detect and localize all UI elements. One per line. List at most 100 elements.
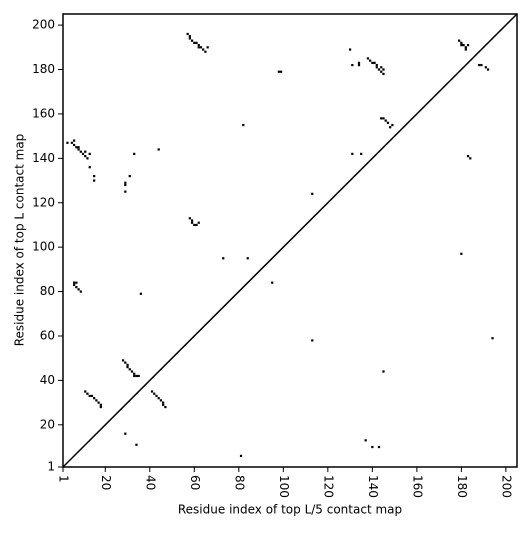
contact — [478, 63, 481, 67]
x-tick-label: 80 — [232, 475, 246, 490]
contact — [126, 363, 129, 366]
contact — [75, 146, 78, 149]
contact — [389, 126, 392, 129]
contact — [377, 445, 381, 449]
contact — [366, 57, 370, 60]
contact — [386, 121, 390, 124]
contact — [239, 454, 243, 458]
contact — [93, 397, 96, 400]
contact — [162, 401, 165, 404]
contact — [197, 46, 200, 49]
contact — [375, 66, 378, 69]
contact — [391, 123, 394, 127]
contact — [364, 439, 367, 442]
contact — [197, 43, 200, 47]
y-tick-label: 100 — [32, 240, 55, 254]
contact — [190, 221, 194, 224]
y-tick-label: 60 — [40, 328, 55, 342]
contact — [377, 68, 381, 71]
contact — [137, 374, 140, 378]
y-axis-label: Residue index of top L contact map — [13, 134, 27, 347]
contact — [97, 401, 100, 404]
contact — [73, 139, 76, 142]
contact — [469, 157, 472, 160]
contact — [357, 63, 361, 67]
x-tick-label: 120 — [321, 475, 335, 498]
x-tick-label: 60 — [188, 475, 202, 490]
contact — [369, 59, 372, 62]
contact — [88, 166, 91, 169]
contact — [66, 141, 69, 144]
contact — [130, 370, 134, 373]
contact — [462, 43, 465, 47]
diagonal — [62, 13, 518, 468]
contact — [93, 179, 96, 182]
contact — [484, 66, 487, 69]
y-tick-label: 180 — [32, 62, 55, 76]
contact — [375, 63, 378, 67]
y-tick-label: 140 — [32, 151, 55, 165]
contact — [90, 394, 94, 398]
contact — [199, 46, 203, 49]
y-tick-label: 200 — [32, 18, 55, 32]
contact — [195, 41, 198, 44]
contact — [371, 445, 374, 449]
x-tick-label: 1 — [57, 475, 71, 483]
contact — [86, 157, 89, 160]
y-tick-label: 120 — [32, 195, 55, 209]
contact — [382, 117, 385, 120]
x-axis-label: Residue index of top L/5 contact map — [178, 503, 402, 517]
contact — [75, 286, 78, 289]
contact — [193, 41, 196, 44]
contact — [93, 174, 96, 178]
contact — [384, 119, 387, 122]
contact — [124, 183, 127, 187]
contact — [162, 403, 165, 406]
contact — [99, 403, 102, 406]
contact — [79, 290, 82, 293]
contact — [73, 281, 76, 284]
contact — [491, 337, 494, 340]
contact — [279, 70, 283, 73]
contact — [222, 257, 225, 260]
contact — [128, 174, 131, 178]
contact — [382, 370, 385, 373]
y-tick-label: 80 — [40, 284, 55, 298]
contact — [382, 72, 385, 76]
contact — [133, 372, 136, 375]
contact — [164, 405, 167, 409]
contact — [311, 339, 314, 342]
contact — [360, 152, 363, 156]
contact — [480, 63, 483, 67]
contact — [121, 359, 125, 362]
contact — [95, 399, 98, 402]
contact — [357, 61, 361, 64]
y-tick-label: 1 — [47, 460, 55, 474]
contact — [126, 365, 129, 369]
plot-frame — [62, 13, 518, 468]
contact — [133, 152, 136, 156]
contact — [460, 43, 463, 47]
contact — [135, 443, 138, 446]
contact — [88, 152, 91, 156]
contact — [382, 68, 385, 71]
contact — [77, 148, 80, 151]
contact — [139, 292, 143, 295]
contact — [124, 432, 127, 435]
contact — [246, 257, 249, 260]
contact — [124, 181, 127, 184]
contact — [84, 390, 87, 393]
contact — [186, 32, 189, 36]
contact — [77, 146, 80, 149]
y-tick-label: 20 — [40, 417, 55, 431]
contact — [133, 374, 136, 378]
contact — [84, 150, 87, 153]
x-tick-label: 180 — [455, 475, 469, 498]
contact — [124, 190, 127, 193]
contact — [86, 392, 89, 395]
contact — [464, 46, 467, 49]
contact — [84, 155, 87, 158]
contact — [466, 43, 470, 47]
x-tick-label: 200 — [499, 475, 513, 498]
